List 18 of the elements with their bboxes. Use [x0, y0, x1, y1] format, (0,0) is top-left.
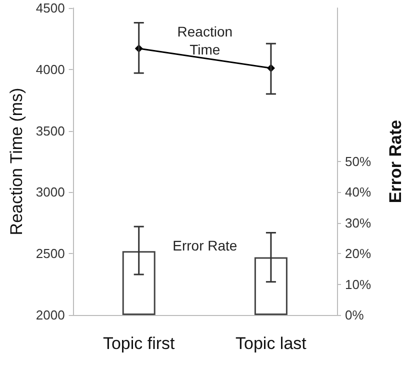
series-label: Reaction Time [177, 24, 233, 58]
y-tick-label: 3000 [36, 184, 65, 200]
y2-tick-label: 10% [345, 276, 372, 292]
x-tick-label: Topic first [102, 334, 176, 353]
y-tick-label: 4500 [36, 0, 65, 16]
y-tick-label: 4000 [36, 62, 65, 77]
y2-tick-label: 40% [345, 184, 372, 200]
y2-tick-label: 0% [345, 308, 364, 322]
y2-tick-label: 20% [345, 246, 372, 262]
y2-axis-title: Error Rate [386, 120, 405, 204]
series-label: Error Rate [172, 238, 238, 254]
x-tick-label: Topic last [236, 334, 307, 353]
y-tick-label: 2000 [36, 308, 65, 322]
y-tick-label: 2500 [36, 246, 65, 262]
y2-tick-label: 30% [345, 215, 372, 230]
y-tick-label: 3500 [36, 123, 65, 138]
y-axis-title: Reaction Time (ms) [7, 88, 26, 236]
y2-tick-label: 50% [345, 154, 372, 169]
